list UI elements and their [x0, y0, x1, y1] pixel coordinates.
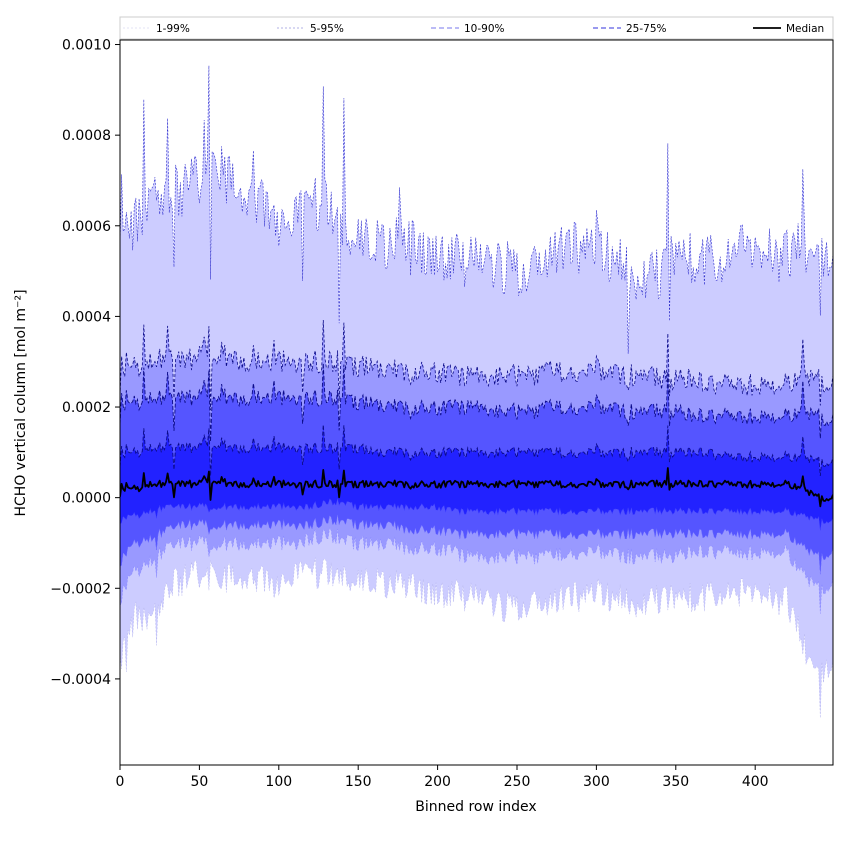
x-tick-label: 100 [265, 774, 292, 790]
x-tick-label: 0 [116, 774, 125, 790]
legend: 1-99% 5-95% 10-90% 25-75% Median [119, 16, 834, 40]
legend-label: Median [786, 23, 824, 35]
x-tick-label: 350 [662, 774, 689, 790]
line-median [120, 467, 833, 508]
legend-label: 1-99% [156, 23, 190, 35]
y-tick-label: 0.0002 [62, 400, 111, 416]
line-p1 [120, 557, 833, 719]
y-tick-label: −0.0002 [50, 581, 111, 597]
x-tick-label: 50 [190, 774, 208, 790]
y-tick-label: 0.0010 [62, 38, 111, 54]
line-p90 [120, 363, 833, 442]
legend-label: 5-95% [310, 23, 344, 35]
x-axis-label: Binned row index [415, 799, 536, 815]
legend-label: 25-75% [626, 23, 667, 35]
x-tick-label: 250 [504, 774, 531, 790]
x-tick-label: 150 [345, 774, 372, 790]
line-p95 [120, 319, 833, 411]
x-axis: 0 50 100 150 200 250 300 350 400 [116, 765, 769, 790]
legend-box [119, 16, 834, 40]
plot-frame [119, 39, 834, 766]
line-p25 [120, 498, 833, 531]
line-p75 [120, 424, 833, 476]
y-axis-label: HCHO vertical column [mol m⁻²] [13, 289, 29, 516]
line-p10 [120, 514, 833, 575]
y-tick-label: 0.0006 [62, 219, 111, 235]
y-tick-label: −0.0004 [50, 672, 111, 688]
line-p99 [120, 65, 833, 354]
band-25-75 [120, 424, 833, 531]
percentile-bands [120, 65, 833, 718]
y-tick-label: 0.0004 [62, 309, 111, 325]
line-p5 [120, 526, 833, 614]
x-tick-label: 400 [742, 774, 769, 790]
x-tick-label: 300 [583, 774, 610, 790]
legend-label: 10-90% [464, 23, 505, 35]
y-tick-label: 0.0000 [62, 491, 111, 507]
x-tick-label: 200 [424, 774, 451, 790]
y-tick-label: 0.0008 [62, 128, 111, 144]
y-axis: −0.0004 −0.0002 0.0000 0.0002 0.0004 0.0006 0.… [50, 38, 120, 688]
percentile-lines [120, 65, 833, 719]
